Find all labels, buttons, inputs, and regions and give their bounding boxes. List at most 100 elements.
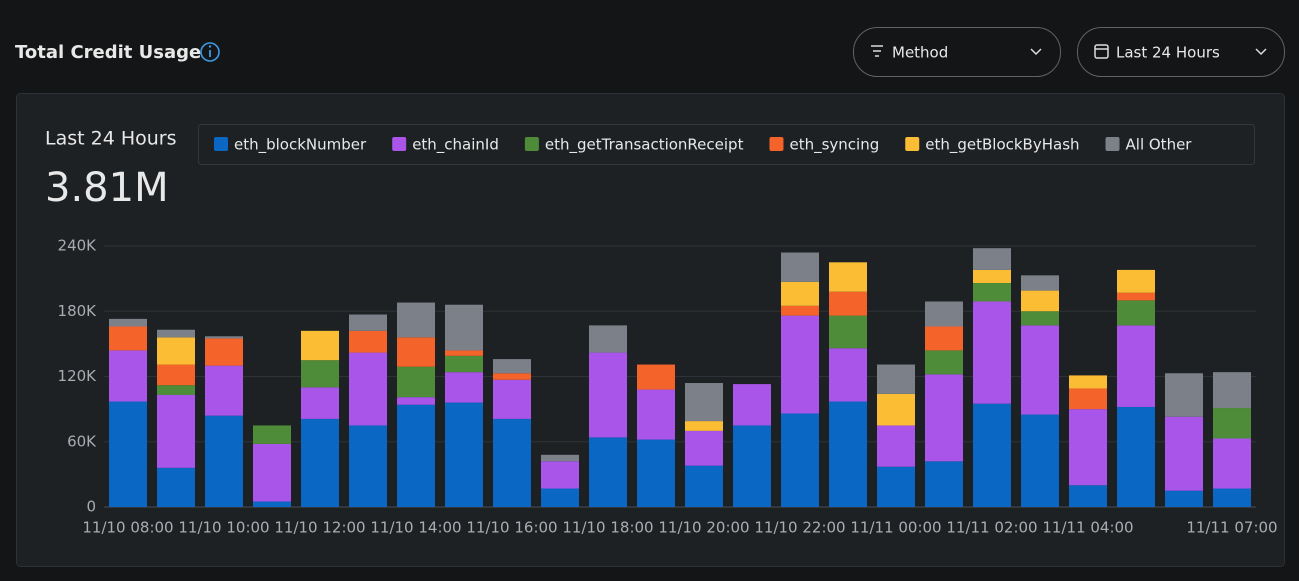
time-filter[interactable]: Last 24 Hours bbox=[1077, 27, 1285, 77]
bar-segment bbox=[1165, 373, 1203, 417]
x-tick-label: 11/10 16:00 bbox=[466, 519, 557, 537]
legend-swatch bbox=[905, 137, 920, 151]
legend-label: eth_getBlockByHash bbox=[925, 136, 1079, 155]
total-value: 3.81M bbox=[45, 165, 169, 211]
bar-segment bbox=[781, 305, 819, 316]
bar-segment bbox=[301, 418, 339, 507]
info-icon[interactable] bbox=[200, 42, 220, 62]
bar-segment bbox=[829, 348, 867, 402]
bar-segment bbox=[1165, 416, 1203, 491]
bar-segment bbox=[1069, 409, 1107, 486]
bar-segment bbox=[925, 326, 963, 351]
y-tick-label: 0 bbox=[86, 498, 96, 516]
y-tick-label: 60K bbox=[67, 432, 97, 450]
bar-segment bbox=[493, 359, 531, 374]
bar-segment bbox=[637, 364, 675, 390]
bar-segment bbox=[445, 372, 483, 403]
bar-segment bbox=[493, 373, 531, 380]
bar-segment bbox=[1117, 269, 1155, 293]
bar-segment bbox=[397, 404, 435, 507]
bar-segment bbox=[685, 430, 723, 466]
bar-segment bbox=[1117, 292, 1155, 301]
y-tick-label: 120K bbox=[58, 367, 98, 385]
page-title: Total Credit Usage bbox=[15, 42, 201, 63]
bar-segment bbox=[781, 281, 819, 306]
bar-segment bbox=[829, 291, 867, 316]
bar-segment bbox=[1213, 372, 1251, 409]
x-tick-label: 11/11 02:00 bbox=[946, 519, 1037, 537]
bar-segment bbox=[877, 364, 915, 394]
bar-segment bbox=[445, 304, 483, 351]
x-tick-label: 11/10 22:00 bbox=[754, 519, 845, 537]
x-tick-label: 11/11 04:00 bbox=[1042, 519, 1133, 537]
x-tick-label: 11/10 20:00 bbox=[658, 519, 749, 537]
bar-segment bbox=[157, 467, 195, 507]
bar-segment bbox=[349, 314, 387, 331]
filter-label[interactable]: Last 24 Hours bbox=[1116, 44, 1220, 62]
bar-segment bbox=[1213, 488, 1251, 507]
bar-segment bbox=[1117, 406, 1155, 507]
bar-segment bbox=[253, 425, 291, 444]
bar-segment bbox=[637, 389, 675, 440]
legend-label: All Other bbox=[1126, 136, 1193, 154]
bar-segment bbox=[829, 262, 867, 292]
bar-segment bbox=[493, 379, 531, 419]
bar-segment bbox=[157, 364, 195, 386]
bar-segment bbox=[637, 439, 675, 507]
bar-segment bbox=[1021, 290, 1059, 312]
bar-segment bbox=[1165, 490, 1203, 507]
bar-segment bbox=[253, 501, 291, 507]
legend-swatch bbox=[1105, 137, 1120, 151]
bar-segment bbox=[685, 383, 723, 422]
bar-segment bbox=[1213, 408, 1251, 439]
bar-segment bbox=[109, 401, 147, 507]
bar-segment bbox=[973, 282, 1011, 302]
filter-label[interactable]: Method bbox=[892, 44, 948, 62]
bar-segment bbox=[589, 352, 627, 438]
y-tick-label: 180K bbox=[58, 302, 98, 320]
bar-segment bbox=[685, 465, 723, 507]
bar-segment bbox=[877, 425, 915, 467]
bar-segment bbox=[205, 338, 243, 366]
bar-segment bbox=[205, 415, 243, 507]
bar-segment bbox=[1021, 325, 1059, 415]
bar-segment bbox=[157, 394, 195, 468]
bar-segment bbox=[397, 397, 435, 405]
bar-segment bbox=[781, 315, 819, 414]
bar-segment bbox=[1117, 300, 1155, 326]
bar-segment bbox=[1069, 485, 1107, 507]
y-tick-label: 240K bbox=[58, 237, 98, 255]
bar-segment bbox=[973, 248, 1011, 270]
method-filter[interactable]: Method bbox=[853, 27, 1061, 77]
bar-segment bbox=[397, 302, 435, 338]
bar-segment bbox=[1213, 438, 1251, 489]
bar-segment bbox=[973, 301, 1011, 404]
bar-segment bbox=[301, 387, 339, 419]
bar-segment bbox=[541, 454, 579, 462]
bar-segment bbox=[589, 437, 627, 507]
bar-segment bbox=[109, 326, 147, 351]
bar-segment bbox=[109, 318, 147, 327]
bar-segment bbox=[829, 401, 867, 507]
legend-label: eth_chainId bbox=[412, 136, 499, 155]
period-label: Last 24 Hours bbox=[45, 128, 177, 150]
bar-segment bbox=[445, 350, 483, 356]
bar-segment bbox=[157, 385, 195, 395]
bar-segment bbox=[541, 461, 579, 489]
legend-swatch bbox=[214, 137, 228, 151]
x-tick-label: 11/10 10:00 bbox=[178, 519, 269, 537]
bar-segment bbox=[1021, 275, 1059, 291]
bar-segment bbox=[253, 443, 291, 502]
bar-segment bbox=[1069, 388, 1107, 410]
bar-segment bbox=[301, 330, 339, 361]
bar-segment bbox=[157, 337, 195, 365]
bar-segment bbox=[733, 425, 771, 507]
x-tick-label: 11/10 08:00 bbox=[82, 519, 173, 537]
bar-segment bbox=[349, 330, 387, 353]
bar-segment bbox=[349, 352, 387, 426]
bar-segment bbox=[973, 403, 1011, 507]
bar-segment bbox=[1021, 311, 1059, 326]
x-tick-label: 11/10 18:00 bbox=[562, 519, 653, 537]
legend-label: eth_getTransactionReceipt bbox=[545, 136, 744, 155]
